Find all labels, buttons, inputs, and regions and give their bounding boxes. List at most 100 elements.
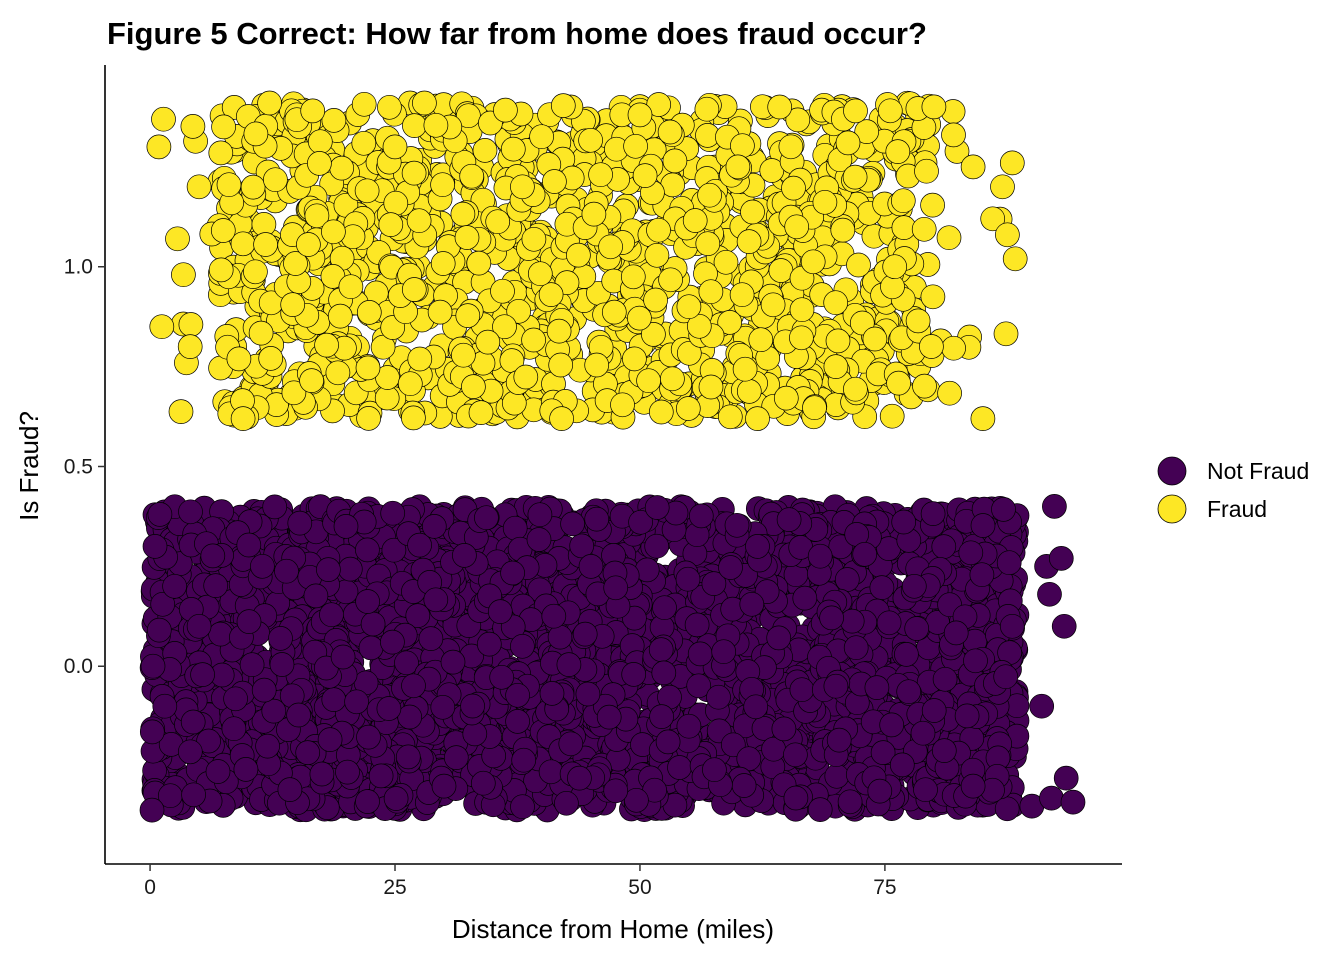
point-not-fraud — [380, 500, 406, 526]
point-fraud — [280, 292, 306, 317]
point-not-fraud — [867, 778, 893, 804]
point-fraud — [299, 368, 324, 393]
point-not-fraud — [476, 631, 502, 657]
point-fraud — [768, 258, 794, 283]
point-fraud — [521, 226, 547, 252]
point-not-fraud — [178, 499, 203, 525]
point-not-fraud — [407, 532, 432, 558]
point-fraud — [789, 325, 814, 351]
point-fraud — [732, 356, 758, 382]
point-not-fraud — [162, 573, 187, 599]
legend-label-not-fraud: Not Fraud — [1207, 458, 1309, 484]
point-fraud — [781, 175, 806, 201]
point-fraud — [208, 140, 234, 166]
point-fraud — [911, 216, 937, 242]
point-not-fraud — [651, 660, 677, 686]
point-fraud — [521, 327, 546, 353]
point-not-fraud — [999, 613, 1025, 639]
point-not-fraud — [644, 533, 670, 559]
point-not-fraud — [864, 675, 890, 700]
point-not-fraud — [500, 560, 525, 586]
point-fraud — [146, 134, 172, 160]
point-not-fraud — [745, 534, 770, 559]
point-not-fraud — [470, 770, 496, 796]
point-fraud — [407, 346, 433, 372]
point-fraud — [351, 130, 377, 156]
point-not-fraud — [731, 773, 757, 798]
point-fraud — [748, 327, 774, 353]
point-not-fraud — [991, 497, 1016, 522]
point-fraud — [588, 162, 613, 188]
point-fraud — [767, 94, 793, 120]
point-fraud — [778, 134, 804, 160]
point-fraud — [960, 154, 986, 180]
point-not-fraud — [287, 510, 313, 536]
point-not-fraud — [970, 513, 996, 538]
point-not-fraud — [317, 727, 343, 752]
point-fraud — [912, 373, 937, 399]
point-fraud — [825, 328, 851, 354]
point-not-fraud — [261, 698, 287, 724]
point-fraud — [402, 113, 427, 138]
x-tick-label: 0 — [144, 876, 156, 899]
point-not-fraud — [337, 556, 363, 582]
point-not-fraud — [701, 571, 727, 596]
point-fraud — [854, 119, 880, 144]
point-fraud — [325, 360, 351, 386]
point-not-fraud — [837, 789, 863, 815]
point-not-fraud — [578, 554, 604, 579]
point-not-fraud — [381, 537, 407, 563]
point-not-fraud — [539, 681, 565, 706]
point-fraud — [501, 390, 527, 416]
point-fraud — [717, 310, 743, 335]
point-not-fraud — [852, 541, 878, 567]
point-fraud — [211, 114, 236, 140]
point-fraud — [186, 174, 212, 200]
point-fraud — [823, 290, 849, 316]
point-fraud — [785, 107, 811, 133]
point-fraud — [905, 308, 931, 334]
point-not-fraud — [355, 789, 380, 814]
point-fraud — [258, 346, 284, 371]
point-not-fraud — [255, 733, 280, 759]
point-fraud — [842, 164, 868, 190]
point-fraud — [812, 189, 838, 215]
point-fraud — [879, 403, 905, 429]
point-not-fraud — [824, 763, 850, 789]
point-fraud — [180, 114, 206, 139]
point-not-fraud — [958, 540, 984, 566]
point-not-fraud — [771, 716, 797, 742]
point-fraud — [843, 98, 868, 124]
point-fraud — [472, 138, 498, 163]
point-fraud — [914, 158, 939, 184]
point-fraud — [226, 346, 252, 372]
point-not-fraud — [996, 550, 1022, 576]
point-not-fraud — [1029, 693, 1055, 719]
point-fraud — [800, 249, 826, 275]
point-not-fraud — [286, 702, 311, 728]
point-not-fraud — [510, 633, 535, 659]
point-not-fraud — [823, 673, 849, 699]
point-not-fraud — [963, 648, 988, 674]
point-not-fraud — [686, 673, 712, 699]
point-not-fraud — [368, 763, 394, 789]
point-fraud — [397, 371, 423, 397]
legend-label-fraud: Fraud — [1207, 496, 1267, 522]
point-not-fraud — [954, 703, 980, 729]
point-not-fraud — [889, 752, 915, 778]
point-fraud — [406, 208, 432, 234]
point-fraud — [598, 234, 623, 260]
point-not-fraud — [394, 650, 419, 676]
point-not-fraud — [223, 686, 248, 712]
point-fraud — [658, 267, 683, 293]
point-fraud — [921, 94, 947, 120]
point-fraud — [243, 121, 269, 147]
point-fraud — [456, 103, 481, 129]
point-fraud — [641, 322, 666, 347]
point-fraud — [890, 188, 916, 214]
point-not-fraud — [268, 626, 293, 651]
point-not-fraud — [423, 587, 449, 613]
point-fraud — [468, 400, 494, 425]
point-not-fraud — [776, 507, 802, 532]
